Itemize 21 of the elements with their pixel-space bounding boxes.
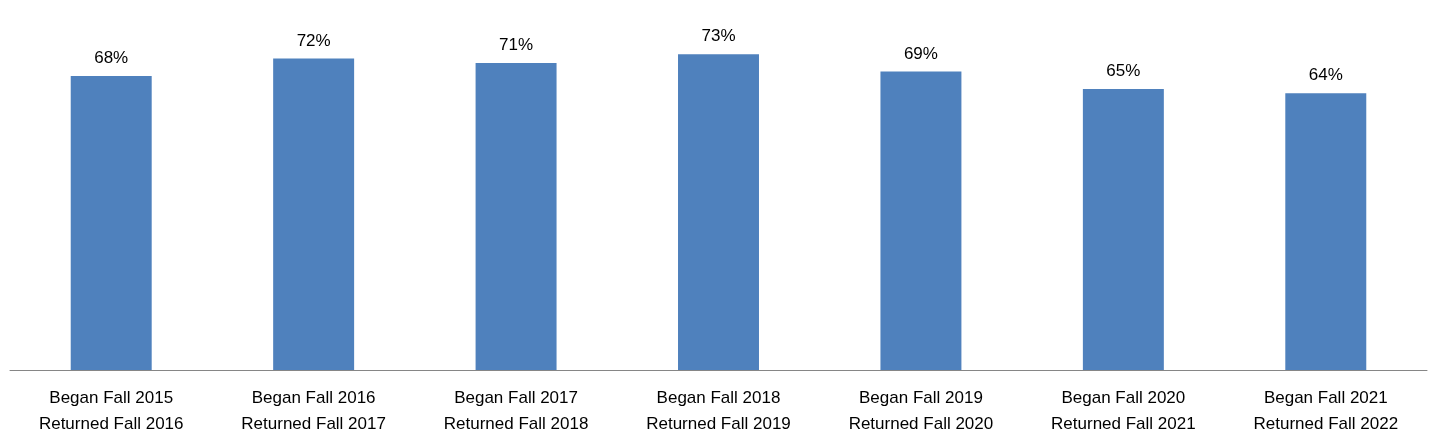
data-label: 73% — [701, 26, 736, 46]
bar — [70, 75, 152, 370]
x-tick-label: Began Fall 2021 Returned Fall 2022 — [1253, 387, 1399, 433]
x-tick-label: Began Fall 2019 Returned Fall 2020 — [848, 387, 994, 433]
x-tick-label: Began Fall 2020 Returned Fall 2021 — [1051, 387, 1196, 433]
bar — [880, 71, 962, 370]
bar — [1082, 88, 1164, 370]
data-label: 71% — [499, 34, 534, 54]
x-tick-label: Began Fall 2017 Returned Fall 2018 — [443, 387, 589, 433]
x-tick-label: Began Fall 2018 Returned Fall 2019 — [646, 387, 791, 433]
data-label: 65% — [1106, 60, 1141, 80]
bar — [678, 54, 759, 370]
bar — [475, 62, 557, 370]
data-label: 72% — [296, 30, 331, 50]
bar — [273, 58, 355, 370]
bar — [1285, 93, 1367, 370]
x-tick-label: Began Fall 2015 Returned Fall 2016 — [38, 387, 184, 433]
data-label: 68% — [94, 47, 129, 67]
x-tick-label: Began Fall 2016 Returned Fall 2017 — [241, 387, 386, 433]
data-label: 69% — [903, 43, 938, 63]
data-label: 64% — [1308, 65, 1343, 85]
